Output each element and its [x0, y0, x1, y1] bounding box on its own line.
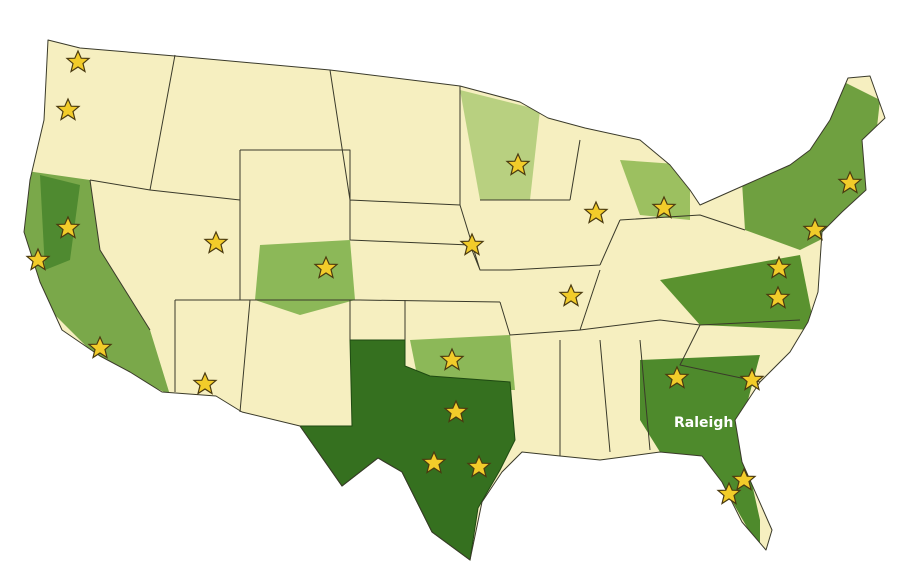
land	[24, 40, 885, 561]
region-california-core	[40, 175, 80, 270]
region-colorado	[255, 240, 355, 315]
city-label: Raleigh	[674, 415, 733, 431]
region-minnesota	[460, 90, 540, 200]
region-southeast	[640, 355, 760, 550]
state-borders	[23, 39, 886, 561]
region-northeast	[740, 80, 880, 250]
internal-borders	[89, 54, 801, 456]
